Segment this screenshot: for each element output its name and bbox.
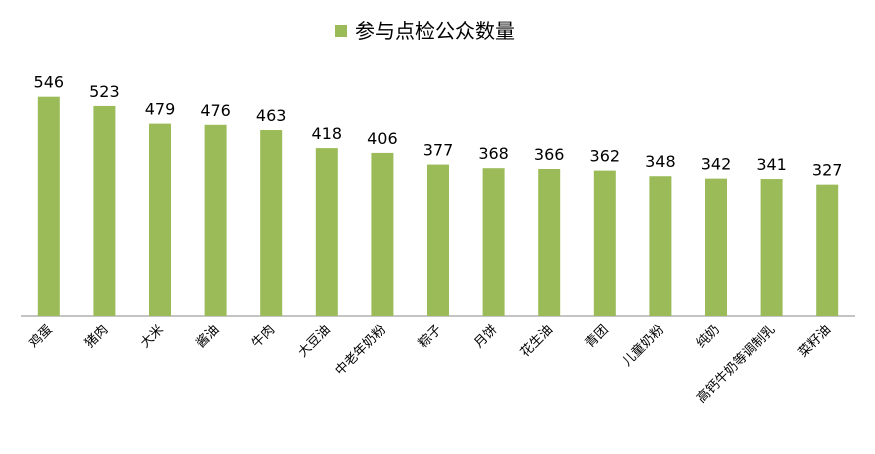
x-tick-label: 花生油 — [517, 322, 556, 361]
x-tick-label: 月饼 — [471, 322, 500, 351]
x-tick-label: 青团 — [583, 322, 612, 351]
bar — [427, 164, 449, 316]
value-label: 377 — [423, 141, 454, 160]
value-label: 463 — [256, 106, 287, 125]
bar — [538, 168, 561, 316]
value-label: 368 — [478, 144, 509, 163]
x-tick-label: 菜籽油 — [796, 322, 834, 360]
x-tick-label: 中老年奶粉 — [333, 322, 390, 379]
bar — [93, 105, 116, 316]
x-tick-label: 纯奶 — [694, 322, 723, 351]
value-label: 342 — [701, 155, 732, 174]
value-label: 406 — [367, 129, 398, 148]
bar — [371, 152, 394, 316]
value-label: 476 — [200, 101, 231, 120]
x-tick-label: 大米 — [138, 322, 167, 351]
legend-label: 参与点检公众数量 — [355, 19, 515, 43]
bar — [204, 124, 227, 316]
bar — [760, 179, 783, 316]
bar — [260, 130, 283, 316]
value-label: 348 — [645, 152, 676, 171]
x-tick-label: 粽子 — [416, 322, 445, 351]
x-tick-label: 猪肉 — [82, 322, 111, 351]
value-label: 341 — [756, 155, 787, 174]
bar — [593, 170, 616, 316]
value-label: 479 — [145, 100, 176, 119]
bar — [816, 184, 839, 316]
value-label: 327 — [812, 161, 843, 180]
value-label: 366 — [534, 145, 565, 164]
x-tick-label: 鸡蛋 — [26, 322, 56, 352]
bar — [649, 176, 672, 316]
x-tick-label: 牛肉 — [249, 322, 278, 351]
value-label: 546 — [34, 73, 65, 92]
value-label: 418 — [312, 124, 343, 143]
x-tick-label: 酱油 — [193, 322, 222, 351]
bar — [482, 168, 505, 316]
bar — [705, 178, 727, 316]
x-tick-label: 儿童奶粉 — [619, 322, 667, 370]
bar — [149, 123, 171, 316]
bar — [315, 148, 338, 316]
x-tick-label: 大豆油 — [295, 322, 333, 360]
value-label: 362 — [590, 147, 621, 166]
bar — [37, 96, 60, 316]
value-label: 523 — [89, 82, 120, 101]
legend-swatch — [335, 25, 347, 37]
